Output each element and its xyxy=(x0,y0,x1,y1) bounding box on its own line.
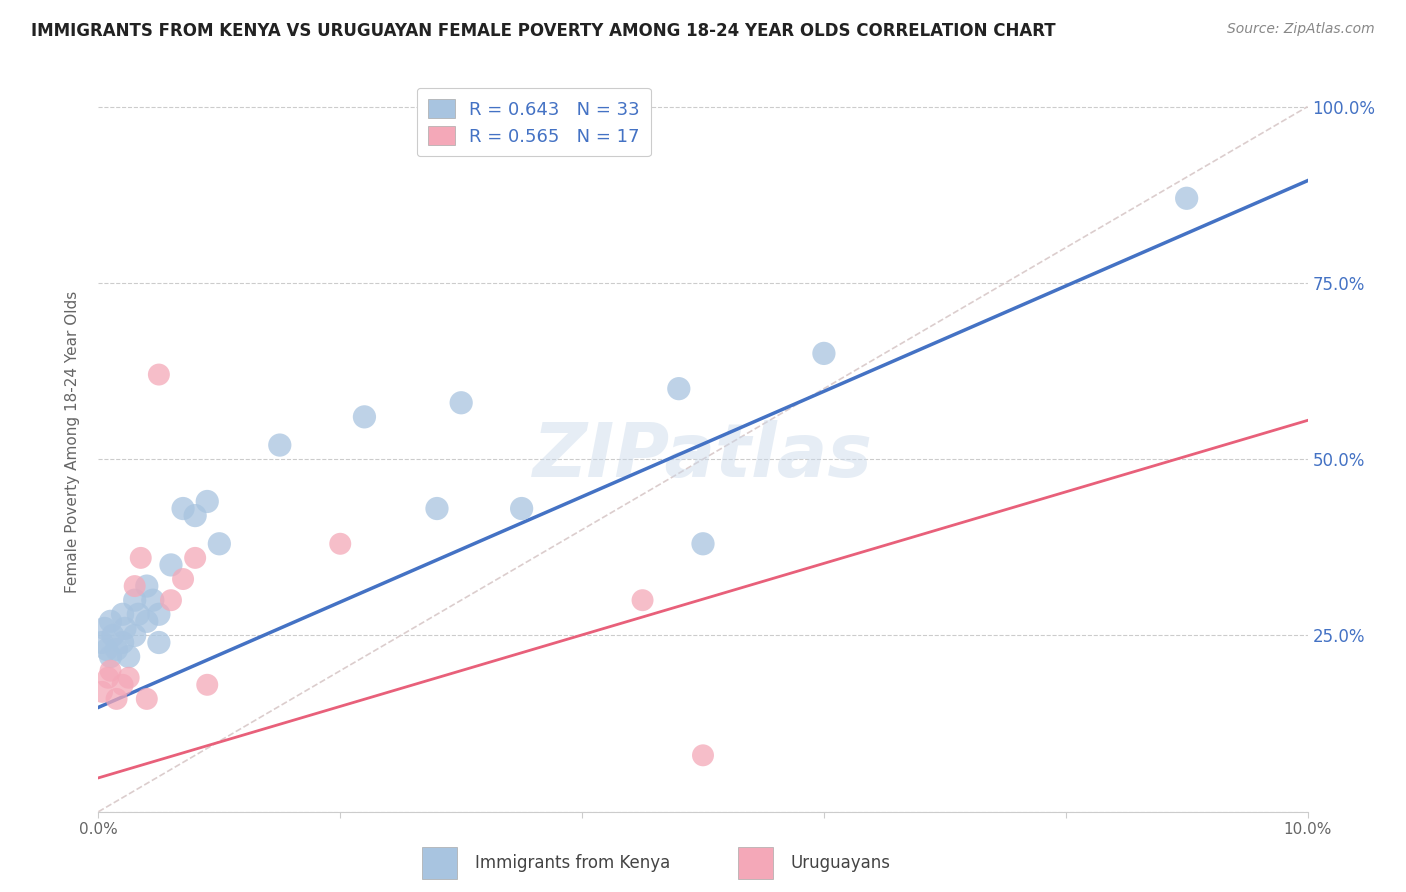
Point xyxy=(135,579,157,593)
Point xyxy=(111,635,134,649)
Point xyxy=(631,593,654,607)
Point xyxy=(91,635,114,649)
Point xyxy=(129,550,152,565)
Point xyxy=(692,537,714,551)
Point xyxy=(91,685,114,699)
Point xyxy=(100,664,122,678)
Point xyxy=(118,649,141,664)
Point xyxy=(160,593,183,607)
Point xyxy=(1175,191,1198,205)
Point xyxy=(353,409,375,424)
Point xyxy=(195,678,218,692)
Point xyxy=(269,438,291,452)
FancyBboxPatch shape xyxy=(422,847,457,880)
Point xyxy=(124,579,146,593)
Point xyxy=(97,671,120,685)
Point xyxy=(195,494,218,508)
Point xyxy=(111,678,134,692)
Point xyxy=(142,593,165,607)
Point xyxy=(105,692,128,706)
Text: Uruguayans: Uruguayans xyxy=(790,854,891,872)
Legend: R = 0.643   N = 33, R = 0.565   N = 17: R = 0.643 N = 33, R = 0.565 N = 17 xyxy=(416,87,651,156)
Point xyxy=(118,671,141,685)
Point xyxy=(172,572,194,586)
Point xyxy=(329,537,352,551)
Point xyxy=(105,642,128,657)
Text: IMMIGRANTS FROM KENYA VS URUGUAYAN FEMALE POVERTY AMONG 18-24 YEAR OLDS CORRELAT: IMMIGRANTS FROM KENYA VS URUGUAYAN FEMAL… xyxy=(31,22,1056,40)
Point xyxy=(111,607,134,622)
Point xyxy=(127,607,149,622)
Point xyxy=(813,346,835,360)
Text: Source: ZipAtlas.com: Source: ZipAtlas.com xyxy=(1227,22,1375,37)
Point xyxy=(135,692,157,706)
Text: Immigrants from Kenya: Immigrants from Kenya xyxy=(475,854,669,872)
Point xyxy=(124,593,146,607)
Point xyxy=(93,621,115,635)
Point xyxy=(692,748,714,763)
Point xyxy=(148,635,170,649)
Point xyxy=(148,607,170,622)
Point xyxy=(114,621,136,635)
Y-axis label: Female Poverty Among 18-24 Year Olds: Female Poverty Among 18-24 Year Olds xyxy=(65,291,80,592)
Point xyxy=(450,396,472,410)
Point xyxy=(510,501,533,516)
FancyBboxPatch shape xyxy=(738,847,773,880)
Point xyxy=(135,615,157,629)
Point xyxy=(184,550,207,565)
Point xyxy=(208,537,231,551)
Text: ZIPatlas: ZIPatlas xyxy=(533,420,873,493)
Point xyxy=(172,501,194,516)
Point xyxy=(426,501,449,516)
Point xyxy=(101,628,124,642)
Point xyxy=(184,508,207,523)
Point xyxy=(100,615,122,629)
Point xyxy=(124,628,146,642)
Point xyxy=(160,558,183,572)
Point xyxy=(668,382,690,396)
Point xyxy=(96,642,118,657)
Point xyxy=(148,368,170,382)
Point xyxy=(100,649,122,664)
